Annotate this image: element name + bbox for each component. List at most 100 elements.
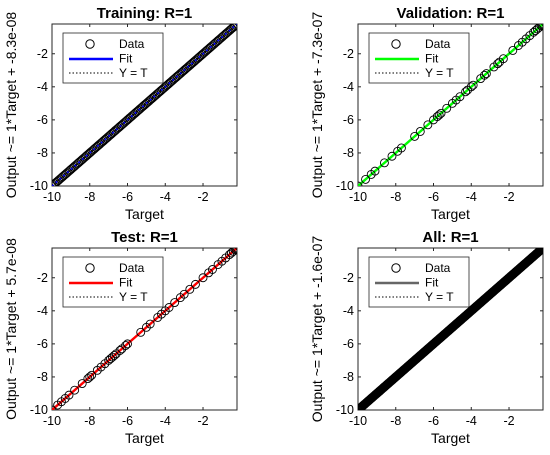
legend-label: Y = T [119,290,148,304]
chart-title: All: R=1 [422,229,478,246]
data-point [461,87,471,97]
data-point [534,24,543,32]
data-point [481,69,491,79]
y-tick-label: -2 [343,47,354,61]
legend-label: Data [425,37,451,51]
y-tick-label: -8 [343,146,354,160]
data-point [442,103,452,113]
legend-label: Data [425,261,451,275]
legend-label: Fit [119,52,133,66]
legend-label: Y = T [425,290,454,304]
data-point [145,319,155,329]
data-point [480,70,489,80]
chart-title: Validation: R=1 [397,5,505,22]
data-point [85,372,95,382]
y-tick-label: -10 [30,179,48,193]
data-point [123,339,132,349]
legend-data-marker [85,39,95,49]
data-point [455,92,465,102]
data-point [109,350,119,360]
x-axis-label: Target [431,206,470,222]
y-tick-label: -2 [37,271,48,285]
legend-label: Fit [119,276,133,290]
y-tick-label: -4 [343,304,354,318]
data-point [508,45,518,55]
data-point [498,54,508,64]
data-point [115,346,125,355]
x-tick-label: -8 [390,414,401,428]
x-tick-label: -6 [122,414,133,428]
data-layer [52,248,237,410]
data-point [436,108,446,118]
legend-data-marker [391,39,401,49]
data-point [230,248,237,255]
chart-title: Test: R=1 [111,229,178,246]
x-tick-label: -10 [43,190,61,204]
y-tick-label: -2 [37,47,48,61]
x-tick-label: -6 [428,190,439,204]
data-point [228,248,237,256]
data-point [121,341,131,350]
legend-label: Data [119,37,145,51]
data-point [208,265,217,274]
y-tick-label: -8 [37,370,48,384]
chart-title: Training: R=1 [97,5,192,22]
legend-label: Fit [425,52,439,66]
chart-panel-4: All: R=1 -10 -8 -6 -4 -2 -10 -8 -6 -4 -2 Target Outp… [309,229,544,446]
chart-panel-2: Validation: R=1 -10 -8 -6 -4 -2 -10 -8 -6 -4 -2 Tar… [309,5,544,222]
x-tick-label: -2 [503,190,514,204]
legend-data-marker [391,263,401,273]
x-tick-label: -4 [466,190,477,204]
x-tick-label: -8 [390,190,401,204]
data-layer [358,248,543,410]
data-point [198,273,208,283]
x-axis-label: Target [125,430,164,446]
data-point [64,390,74,400]
legend-label: Fit [425,276,439,290]
x-tick-label: -8 [84,190,95,204]
y-tick-label: -8 [37,146,48,160]
legend-data-marker [85,263,95,273]
data-point [434,110,444,120]
data-point [231,24,237,30]
y-tick-label: -6 [37,337,48,351]
y-tick-label: -2 [343,271,354,285]
y-tick-label: -6 [343,113,354,127]
data-point [396,143,406,153]
y-tick-label: -10 [336,179,354,193]
y-axis-label: Output ~= 1*Target + 5.7e-08 [3,238,19,420]
x-tick-label: -2 [197,414,208,428]
y-tick-label: -4 [343,80,354,94]
data-layer [52,24,237,186]
legend-label: Data [119,261,145,275]
x-axis-label: Target [431,430,470,446]
chart-panel-3: Test: R=1 -10 -8 -6 -4 -2 -10 -8 -6 -4 -2 Target Out… [3,229,238,446]
y-tick-label: -10 [336,403,354,417]
x-tick-label: -4 [160,190,171,204]
chart-panel-1: Training: R=1 -10 -8 -6 -4 -2 -10 -8 -6 -4 -2 Targe… [3,5,238,222]
data-point [370,166,380,176]
data-point [70,385,80,395]
data-point [361,174,371,184]
data-point [466,82,476,92]
y-tick-label: -10 [30,403,48,417]
data-point [229,24,237,31]
data-point [191,279,200,289]
fit-line [52,24,237,186]
x-tick-label: -6 [428,414,439,428]
x-tick-label: -2 [503,414,514,428]
x-tick-label: -8 [84,414,95,428]
data-point [179,289,189,299]
data-point [387,151,397,161]
x-tick-label: -2 [197,190,208,204]
legend-label: Y = T [425,66,454,80]
data-point [423,120,433,130]
data-point [537,24,543,30]
x-tick-label: -4 [160,414,171,428]
x-tick-label: -4 [466,414,477,428]
y-tick-label: -8 [343,370,354,384]
data-point [536,24,543,31]
